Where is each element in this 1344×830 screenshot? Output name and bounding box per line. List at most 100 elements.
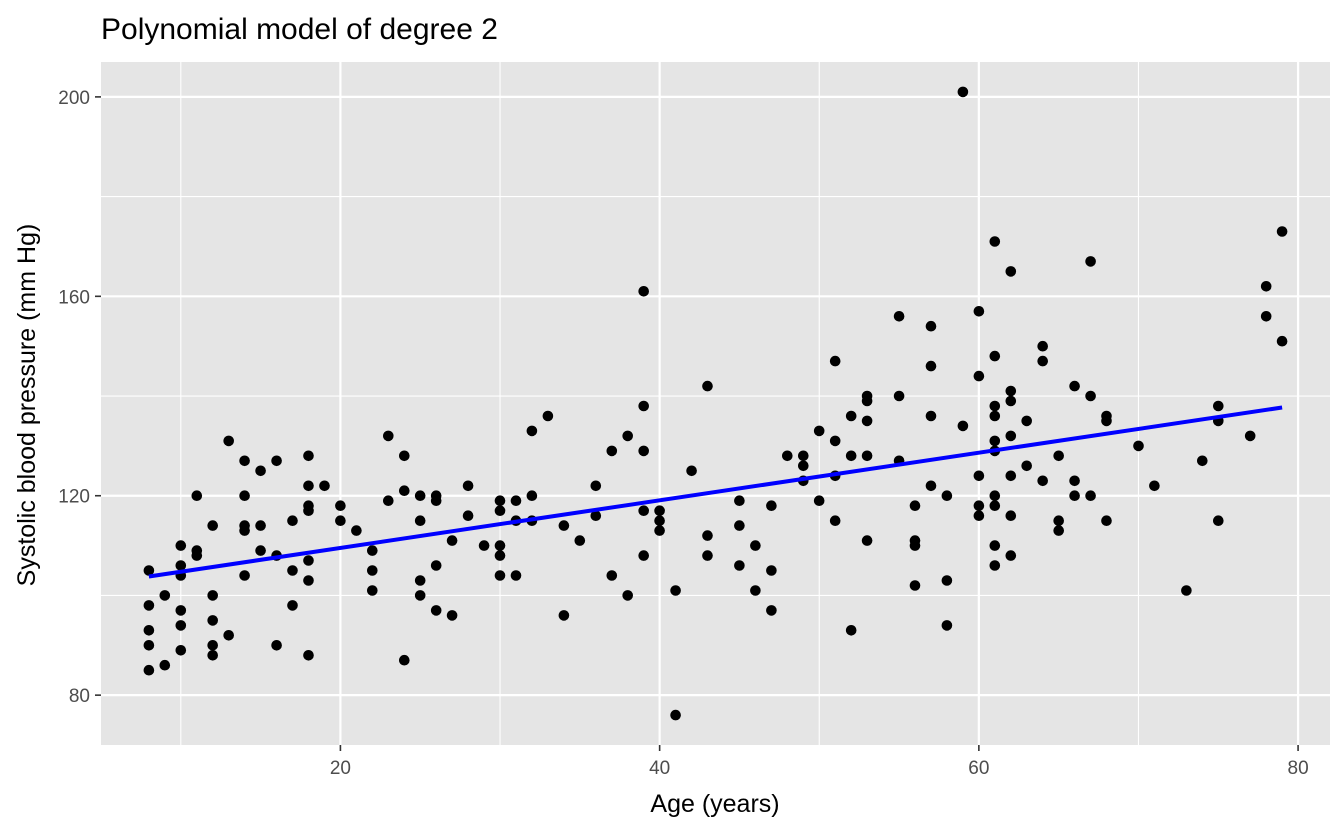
data-point xyxy=(542,410,554,422)
data-point xyxy=(845,625,857,636)
data-point xyxy=(255,465,266,477)
plot-panel xyxy=(101,62,1330,745)
data-point xyxy=(351,525,362,536)
data-point xyxy=(957,420,969,432)
data-point xyxy=(957,86,969,98)
data-point xyxy=(159,590,171,601)
data-point xyxy=(303,505,314,516)
data-point xyxy=(303,450,314,462)
data-point xyxy=(989,350,1001,362)
data-point xyxy=(638,400,649,412)
data-point xyxy=(909,500,921,512)
data-point xyxy=(510,570,522,581)
data-point xyxy=(223,630,234,641)
data-point xyxy=(1005,266,1017,277)
data-point xyxy=(287,565,298,576)
data-point xyxy=(989,435,1001,447)
data-point xyxy=(606,445,618,457)
data-point xyxy=(909,540,921,551)
x-tick-label: 80 xyxy=(1288,758,1309,779)
data-point xyxy=(414,575,426,586)
data-point xyxy=(478,540,490,551)
data-point xyxy=(414,515,426,526)
data-point xyxy=(526,425,538,437)
data-point xyxy=(303,555,314,566)
data-point xyxy=(287,515,298,526)
data-point xyxy=(670,709,681,721)
data-point xyxy=(383,495,394,507)
y-tick-label: 80 xyxy=(69,686,90,707)
data-point xyxy=(462,480,474,492)
data-point xyxy=(175,560,187,571)
x-tick-label: 20 xyxy=(330,758,351,779)
data-point xyxy=(1276,335,1288,347)
data-point xyxy=(191,490,203,502)
data-point xyxy=(702,550,713,561)
data-point xyxy=(271,455,282,467)
y-tick-label: 200 xyxy=(58,88,90,109)
data-point xyxy=(973,500,985,512)
data-point xyxy=(909,580,921,591)
data-point xyxy=(367,585,378,596)
data-point xyxy=(207,615,218,626)
data-point xyxy=(989,400,1001,412)
data-point xyxy=(813,425,825,437)
data-point xyxy=(1005,470,1017,482)
data-point xyxy=(399,485,410,497)
data-point xyxy=(638,445,649,457)
data-point xyxy=(255,545,266,556)
x-axis-title: Age (years) xyxy=(650,790,779,818)
data-point xyxy=(175,540,187,551)
data-point xyxy=(1213,400,1224,412)
data-point xyxy=(829,515,841,526)
data-point xyxy=(558,610,570,621)
data-point xyxy=(1005,430,1017,442)
data-point xyxy=(367,565,378,576)
data-point xyxy=(207,520,218,531)
data-point xyxy=(287,600,298,611)
data-point xyxy=(1149,480,1160,492)
x-tick-label: 60 xyxy=(968,758,989,779)
data-point xyxy=(590,510,602,521)
data-point xyxy=(1069,475,1080,487)
data-point xyxy=(750,540,761,551)
data-point xyxy=(1213,515,1224,526)
data-point xyxy=(143,640,155,651)
data-point xyxy=(175,605,187,616)
data-point xyxy=(734,560,745,571)
data-point xyxy=(335,500,346,512)
data-point xyxy=(590,480,602,492)
data-point xyxy=(766,605,777,616)
data-point xyxy=(462,510,474,521)
data-point xyxy=(1037,355,1048,367)
data-point xyxy=(430,560,442,571)
data-point xyxy=(989,540,1001,551)
data-point xyxy=(654,505,665,516)
data-point xyxy=(941,490,953,502)
data-point xyxy=(1085,256,1096,267)
data-point xyxy=(702,380,713,392)
data-point xyxy=(861,450,873,462)
data-point xyxy=(702,530,713,541)
data-point xyxy=(750,585,761,596)
data-point xyxy=(1244,430,1256,442)
data-point xyxy=(973,306,985,317)
y-tick-label: 120 xyxy=(58,487,90,508)
data-point xyxy=(303,480,314,492)
data-point xyxy=(494,540,506,551)
data-point xyxy=(1181,585,1192,596)
data-point xyxy=(893,390,905,402)
data-point xyxy=(1276,226,1288,237)
data-point xyxy=(989,560,1001,571)
data-point xyxy=(1053,525,1064,536)
data-point xyxy=(143,600,155,611)
data-point xyxy=(989,236,1001,247)
data-point xyxy=(143,625,155,636)
data-point xyxy=(1085,490,1096,502)
data-point xyxy=(638,286,649,297)
data-point xyxy=(606,570,618,581)
data-point xyxy=(239,525,250,536)
data-point xyxy=(526,490,538,502)
data-point xyxy=(414,590,426,601)
